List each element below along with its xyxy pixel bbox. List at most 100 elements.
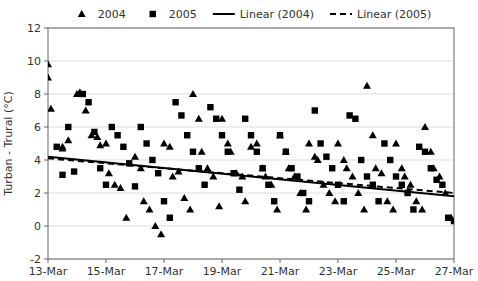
point [378, 169, 386, 176]
x-tick-label: 27-Mar [435, 265, 474, 278]
point [225, 149, 231, 155]
point [363, 82, 371, 89]
point [190, 149, 196, 155]
point [166, 143, 174, 150]
point [358, 157, 364, 163]
point [132, 183, 138, 189]
plot-frame [48, 28, 454, 259]
point [302, 206, 310, 213]
x-tick [338, 259, 339, 263]
point [329, 165, 335, 171]
y-axis-label: Turban - Trural (°C) [2, 91, 15, 196]
point [241, 197, 249, 204]
point [248, 132, 254, 138]
legend-item: Linear (2005) [330, 8, 431, 21]
x-tick-label: 19-Mar [203, 265, 242, 278]
point [201, 182, 207, 188]
point [151, 222, 159, 229]
point [389, 206, 397, 213]
x-tick-label: 25-Mar [377, 265, 416, 278]
y-tick-label: 2 [34, 187, 41, 200]
point [428, 165, 434, 171]
point [300, 190, 306, 196]
point [439, 182, 445, 188]
point [341, 198, 347, 204]
legend-item: 2004 [78, 8, 126, 21]
y-tick [44, 28, 48, 29]
point [215, 202, 223, 209]
point [383, 197, 391, 204]
plot-data [48, 60, 454, 237]
legend-label: Linear (2004) [240, 8, 314, 21]
legend-label: 2005 [169, 8, 197, 21]
point [219, 132, 225, 138]
point [331, 197, 339, 204]
point [392, 140, 400, 147]
point [117, 184, 125, 191]
y-grid-line [48, 226, 454, 227]
point [273, 206, 281, 213]
point [96, 141, 104, 148]
x-tick-label: 17-Mar [145, 265, 184, 278]
legend-symbol [78, 10, 86, 17]
y-tick [44, 94, 48, 95]
x-tick-label: 21-Mar [261, 265, 300, 278]
point [445, 215, 451, 221]
point [334, 140, 342, 147]
y-tick [44, 160, 48, 161]
point [102, 140, 110, 147]
point [265, 182, 271, 188]
point [80, 91, 86, 97]
point [282, 148, 290, 155]
point [82, 107, 90, 114]
point [370, 182, 376, 188]
point [398, 164, 406, 171]
point [259, 165, 265, 171]
y-tick [44, 259, 48, 260]
point [433, 177, 439, 183]
point [340, 156, 348, 163]
x-tick [48, 259, 49, 263]
legend-item: Linear (2004) [213, 8, 314, 21]
point [122, 214, 130, 221]
point [48, 74, 52, 81]
legend-symbol [330, 13, 352, 15]
x-tick [106, 259, 107, 263]
point [207, 104, 213, 110]
point [306, 198, 312, 204]
point [349, 173, 357, 180]
point [48, 60, 52, 67]
series-points [54, 91, 455, 224]
point [451, 218, 454, 224]
x-tick [280, 259, 281, 263]
point [146, 206, 154, 213]
point [323, 154, 329, 160]
point [54, 144, 60, 150]
point [254, 149, 260, 155]
point [422, 149, 428, 155]
series-points [48, 60, 454, 237]
point [387, 157, 393, 163]
x-tick [454, 259, 455, 263]
x-tick [222, 259, 223, 263]
point [343, 164, 351, 171]
point [412, 197, 420, 204]
point [276, 131, 284, 138]
point [242, 116, 248, 122]
point [131, 153, 139, 160]
x-tick-label: 23-Mar [319, 265, 358, 278]
point [312, 107, 318, 113]
point [421, 123, 429, 130]
point [91, 129, 97, 135]
y-tick [44, 61, 48, 62]
point [120, 144, 126, 150]
x-tick [164, 259, 165, 263]
point [149, 157, 155, 163]
point [186, 206, 194, 213]
point [399, 182, 405, 188]
point [401, 173, 409, 180]
point [114, 132, 120, 138]
point [195, 115, 203, 122]
y-grid-line [48, 61, 454, 62]
y-tick [44, 193, 48, 194]
